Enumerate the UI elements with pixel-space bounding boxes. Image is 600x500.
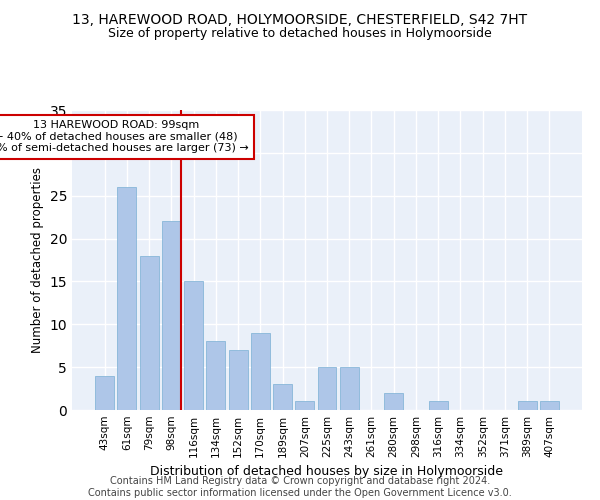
Bar — [317, 367, 337, 410]
Bar — [229, 350, 248, 410]
Bar — [206, 342, 225, 410]
Bar — [295, 402, 314, 410]
Y-axis label: Number of detached properties: Number of detached properties — [31, 167, 44, 353]
Text: Contains HM Land Registry data © Crown copyright and database right 2024.
Contai: Contains HM Land Registry data © Crown c… — [88, 476, 512, 498]
X-axis label: Distribution of detached houses by size in Holymoorside: Distribution of detached houses by size … — [151, 466, 503, 478]
Bar — [162, 222, 181, 410]
Bar — [273, 384, 292, 410]
Text: Size of property relative to detached houses in Holymoorside: Size of property relative to detached ho… — [108, 28, 492, 40]
Bar — [518, 402, 536, 410]
Bar — [384, 393, 403, 410]
Bar — [251, 333, 270, 410]
Bar — [540, 402, 559, 410]
Bar — [140, 256, 158, 410]
Bar — [340, 367, 359, 410]
Bar — [118, 187, 136, 410]
Text: 13 HAREWOOD ROAD: 99sqm
← 40% of detached houses are smaller (48)
60% of semi-de: 13 HAREWOOD ROAD: 99sqm ← 40% of detache… — [0, 120, 248, 154]
Bar — [184, 282, 203, 410]
Bar — [429, 402, 448, 410]
Text: 13, HAREWOOD ROAD, HOLYMOORSIDE, CHESTERFIELD, S42 7HT: 13, HAREWOOD ROAD, HOLYMOORSIDE, CHESTER… — [73, 12, 527, 26]
Bar — [95, 376, 114, 410]
